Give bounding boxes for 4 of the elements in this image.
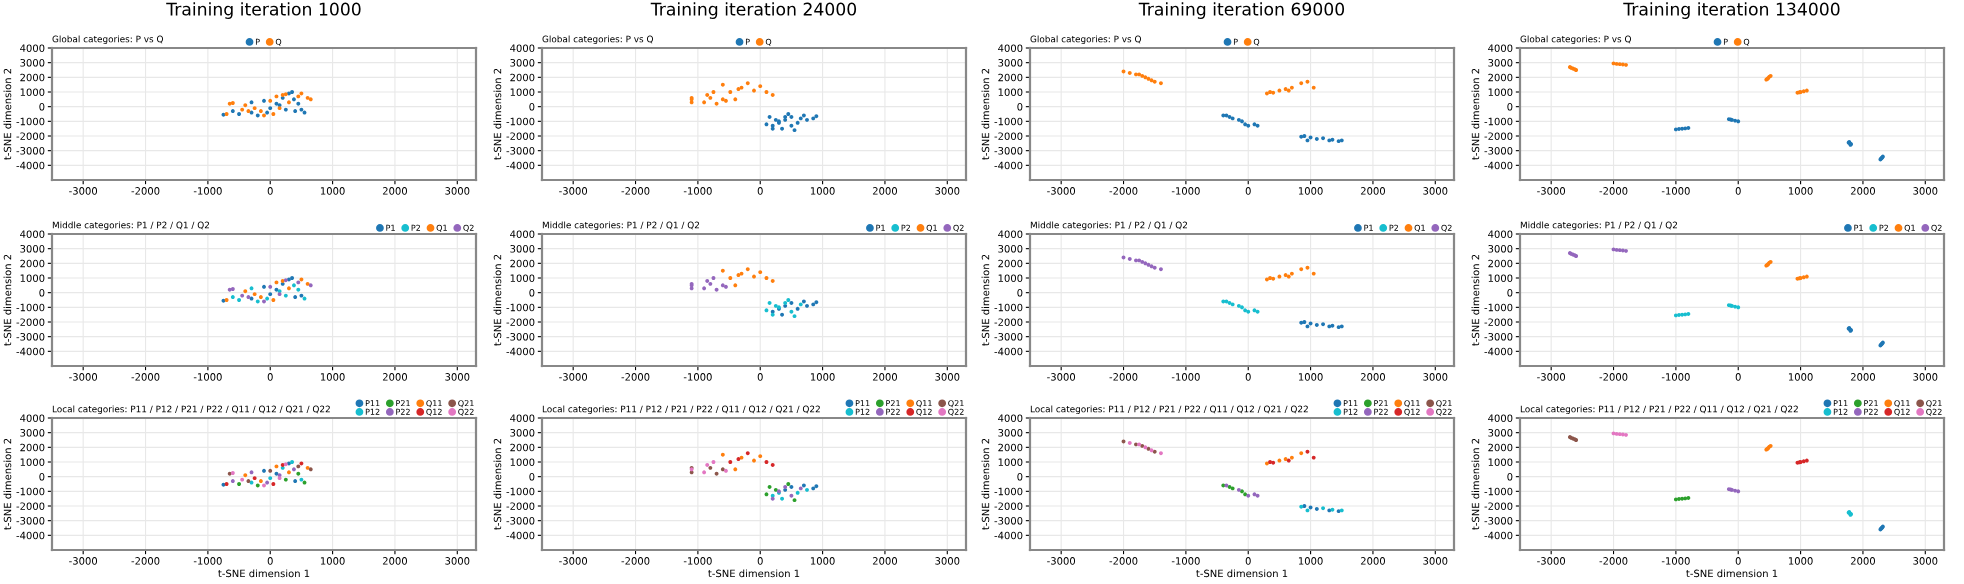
- chart-title: Training iteration 69000: [1138, 2, 1345, 19]
- chart-title: Training iteration 24000: [650, 2, 857, 19]
- chart-title: Training iteration 1000: [166, 2, 361, 19]
- chart-title: Training iteration 134000: [1623, 2, 1840, 19]
